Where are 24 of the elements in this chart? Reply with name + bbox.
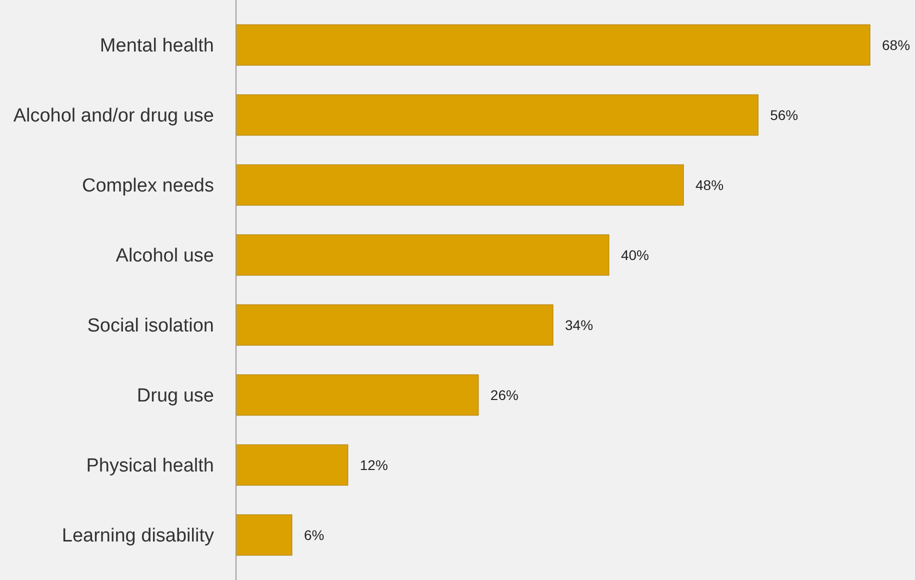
data-label: 48% <box>696 176 724 193</box>
data-label: 56% <box>770 106 798 123</box>
y-tick-label: Alcohol and/or drug use <box>13 106 214 127</box>
y-tick-label: Learning disability <box>62 526 214 547</box>
bar <box>236 94 758 136</box>
y-tick-label: Complex needs <box>82 176 214 197</box>
bar <box>236 304 554 346</box>
bar <box>236 24 870 66</box>
bar <box>236 374 479 416</box>
data-label: 26% <box>490 386 518 403</box>
data-label: 12% <box>360 456 388 473</box>
y-tick-label: Drug use <box>136 386 214 407</box>
bar <box>236 444 348 486</box>
data-label: 40% <box>620 246 649 263</box>
bar <box>236 164 684 206</box>
data-label: 6% <box>304 526 324 543</box>
y-tick-label: Social isolation <box>87 316 214 337</box>
y-tick-label: Physical health <box>86 456 214 477</box>
y-tick-label: Alcohol use <box>116 246 214 267</box>
data-label: 34% <box>565 316 594 333</box>
bar <box>236 514 292 556</box>
data-label: 68% <box>882 36 910 53</box>
y-tick-label: Mental health <box>100 36 214 57</box>
bar <box>236 234 610 276</box>
